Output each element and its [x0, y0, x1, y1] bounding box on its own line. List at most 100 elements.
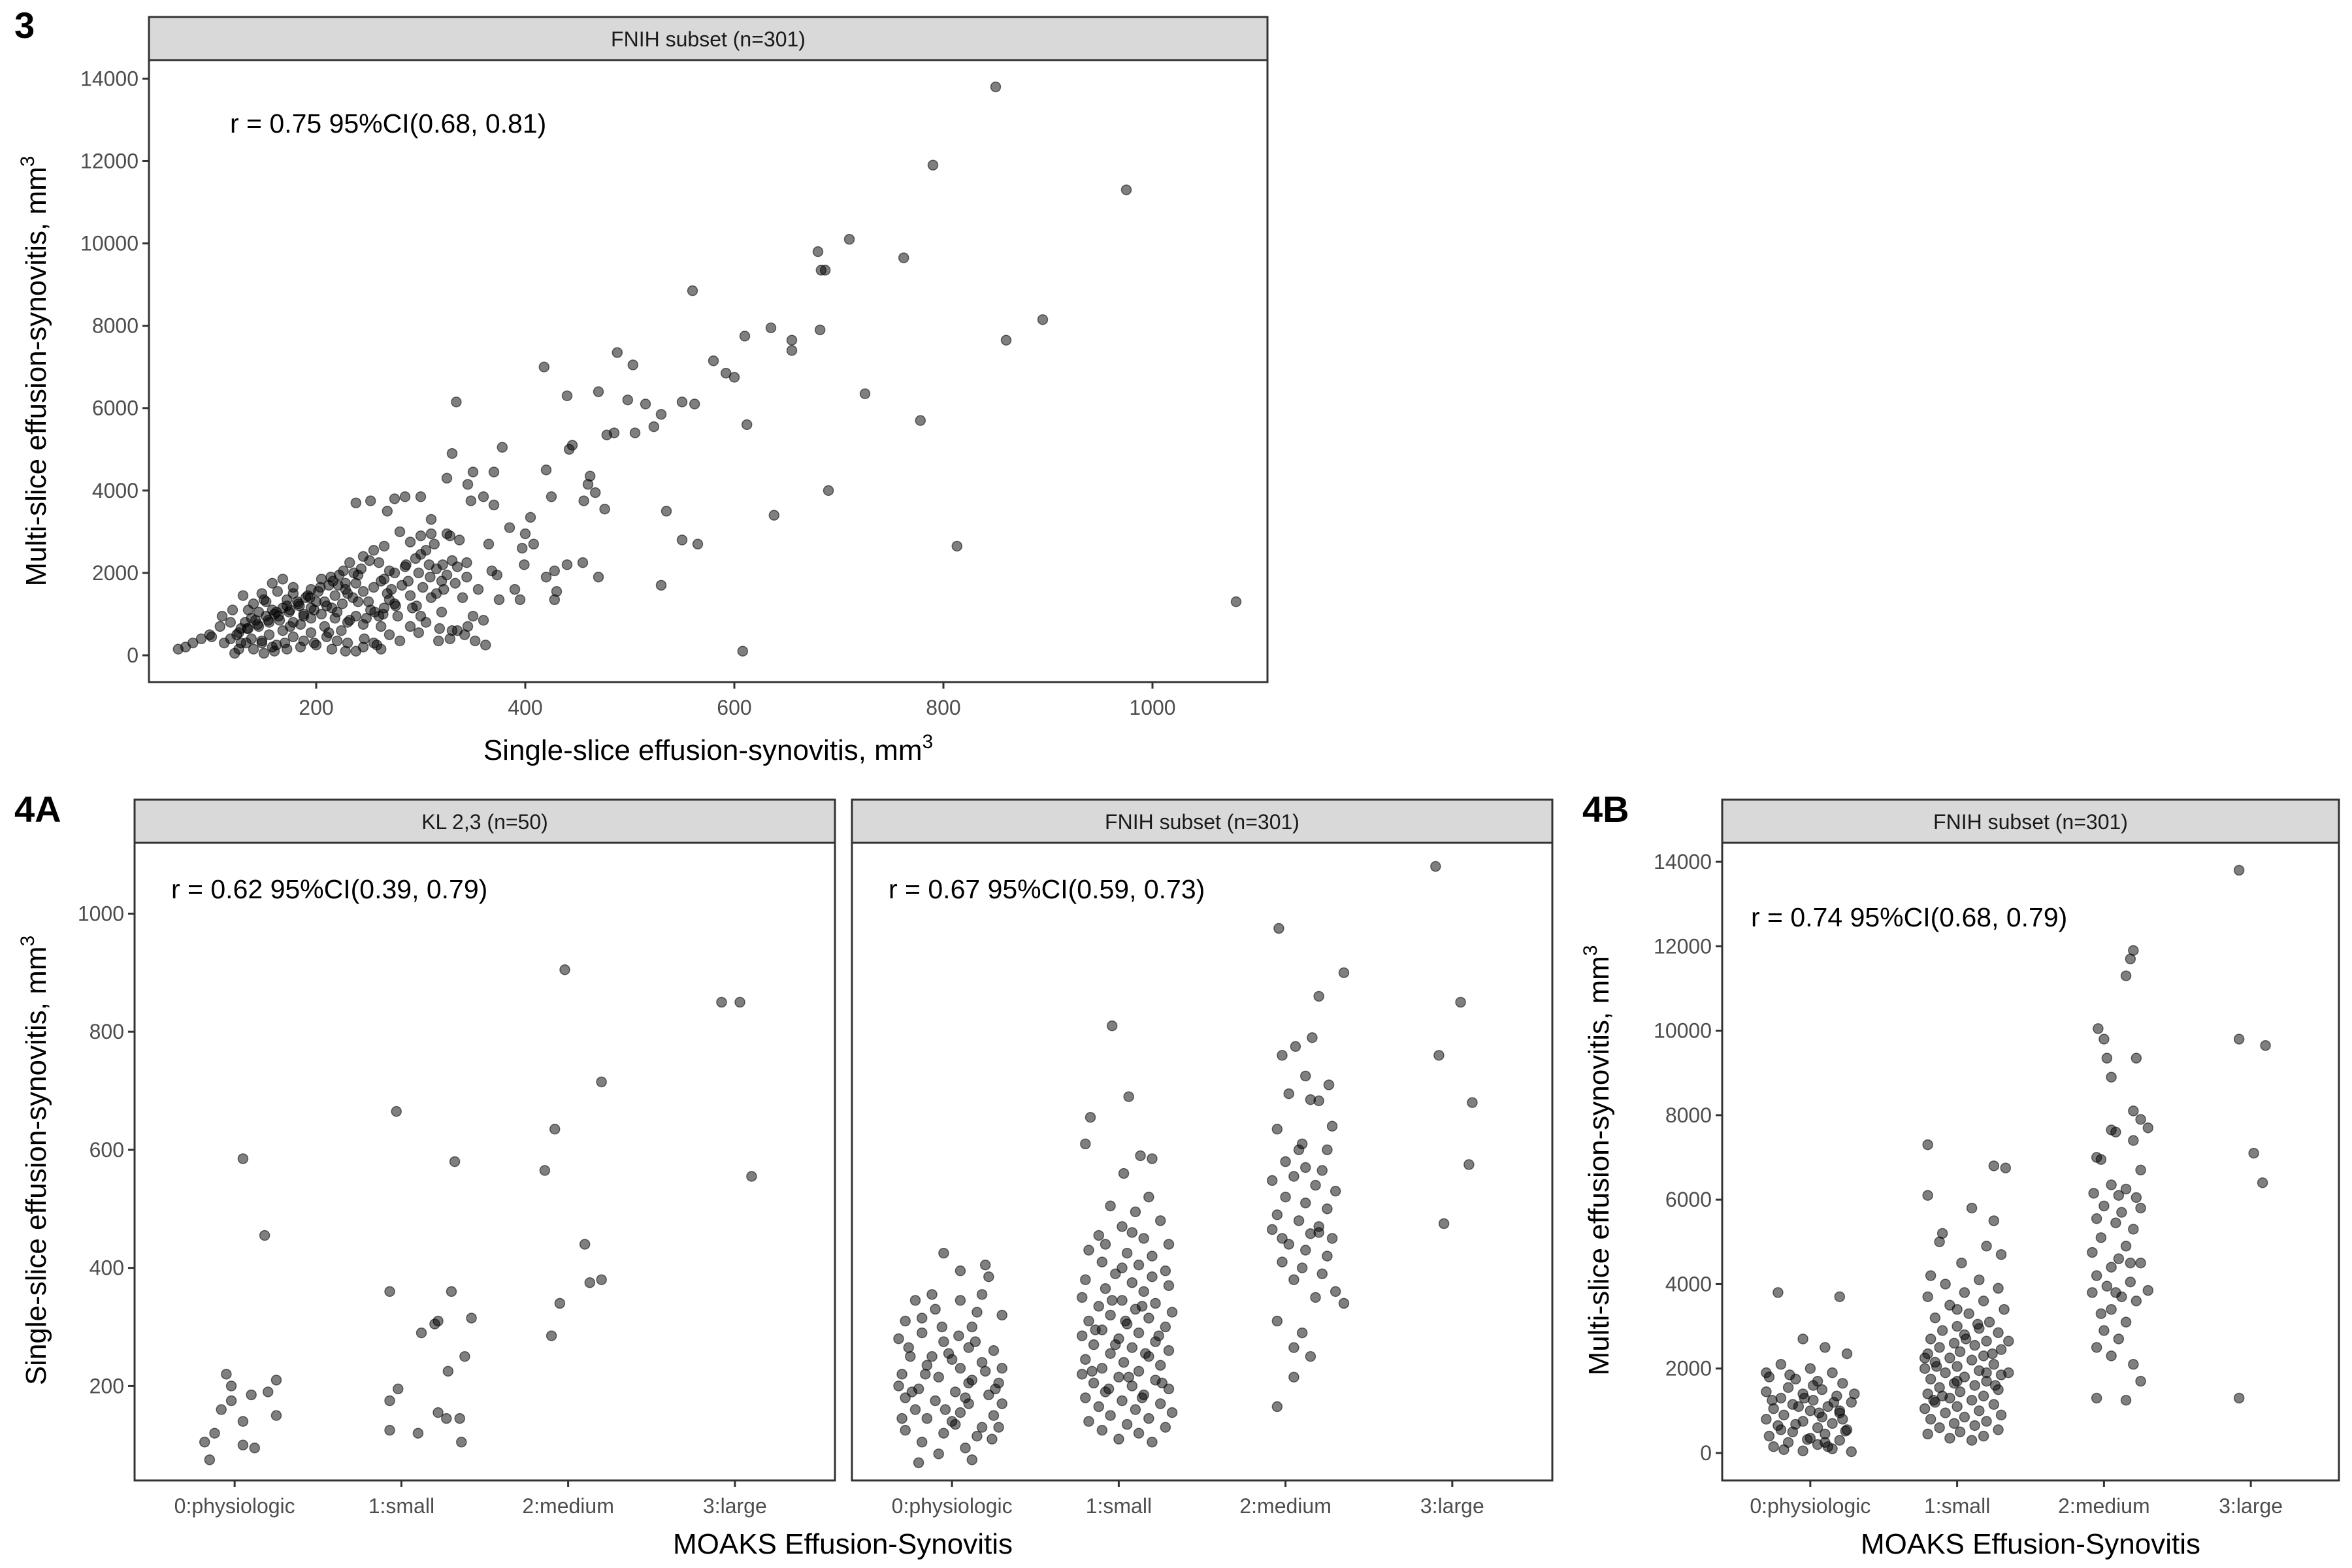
data-point [1995, 1409, 2007, 1421]
data-point [1266, 1224, 1278, 1235]
correlation-annotation: r = 0.67 95%CI(0.59, 0.73) [889, 874, 1205, 904]
x-tick-label: 1:small [1924, 1494, 1990, 1518]
x-tick-label: 2:medium [2058, 1494, 2150, 1518]
data-point [1987, 1348, 1998, 1360]
data-point [1076, 1369, 1088, 1380]
data-point [221, 1369, 232, 1380]
data-point [516, 542, 528, 554]
data-point [406, 602, 418, 613]
data-point [382, 506, 393, 517]
strip-title: KL 2,3 (n=50) [421, 810, 548, 834]
y-axis: 200 400 600 800 1000 [78, 902, 135, 1397]
data-point [2106, 1179, 2117, 1190]
data-point [1993, 1424, 2004, 1435]
data-point [2113, 1253, 2125, 1264]
data-point [1934, 1236, 1945, 1248]
data-point [237, 1153, 249, 1164]
data-point [456, 1437, 467, 1448]
data-point [199, 1437, 210, 1448]
data-point [425, 528, 437, 540]
data-point [1093, 1230, 1105, 1241]
y-axis-title: Multi-slice effusion-synovitis, mm3 [1580, 945, 1615, 1376]
data-point [305, 627, 317, 638]
data-point [438, 583, 449, 595]
data-point [1230, 596, 1242, 608]
data-point [933, 1371, 944, 1383]
data-point [2128, 1135, 2139, 1146]
data-point [1299, 1198, 1311, 1209]
data-point [1969, 1380, 1980, 1391]
data-point [1929, 1312, 1941, 1324]
data-point [1117, 1262, 1128, 1273]
data-point [246, 633, 257, 645]
data-point [1993, 1282, 2004, 1294]
data-point [2101, 1053, 2113, 1064]
data-point [983, 1271, 994, 1282]
data-point [263, 629, 275, 640]
data-point [648, 421, 660, 433]
data-point [1076, 1292, 1088, 1303]
data-point [915, 415, 926, 426]
data-point [229, 647, 240, 659]
data-point [315, 581, 326, 593]
data-point [525, 512, 536, 523]
y-tick-label: 8000 [1665, 1103, 1712, 1127]
data-point [2101, 1281, 2113, 1292]
data-point [433, 1407, 444, 1418]
data-point [1940, 1367, 1951, 1379]
data-point [1846, 1446, 1857, 1458]
data-point [1080, 1354, 1091, 1365]
data-point [425, 514, 437, 525]
strip-bg [148, 16, 1269, 61]
data-point [433, 1315, 444, 1327]
data-point [687, 285, 698, 297]
data-point [2135, 1114, 2146, 1125]
data-point [1978, 1296, 1989, 1307]
data-point [1080, 1274, 1091, 1285]
data-point [627, 359, 639, 370]
data-point [267, 642, 278, 653]
data-point [454, 1413, 465, 1424]
data-point [1995, 1344, 2007, 1355]
data-point [259, 1230, 270, 1241]
data-point [1153, 1330, 1164, 1341]
y-axis: 0 2000 4000 6000 8000 10000 12000 14000 [1654, 850, 1722, 1465]
data-point [1076, 1330, 1088, 1341]
data-point [2091, 1213, 2102, 1224]
data-point [233, 627, 244, 638]
data-point [1790, 1418, 1801, 1430]
data-point [1136, 1392, 1148, 1403]
data-point [2000, 1162, 2012, 1173]
data-point [209, 1428, 220, 1439]
data-point [340, 583, 351, 595]
y-tick-label: 10000 [1654, 1019, 1712, 1043]
data-point [728, 372, 740, 383]
data-point [2128, 1105, 2139, 1117]
data-point [955, 1295, 966, 1306]
data-point [949, 1386, 961, 1397]
data-point [514, 594, 526, 606]
data-point [1103, 1383, 1115, 1395]
data-point [394, 526, 406, 538]
data-point [1812, 1422, 1823, 1433]
data-point [2120, 1316, 2132, 1328]
strip-bg [1721, 798, 2340, 844]
data-point [786, 335, 798, 346]
data-point [1966, 1202, 1978, 1214]
data-point [1000, 335, 1012, 346]
data-point [1959, 1287, 1970, 1298]
data-point [716, 996, 727, 1008]
data-point [308, 604, 320, 615]
data-point [1922, 1139, 1933, 1151]
data-point [1293, 1144, 1305, 1156]
data-point [599, 503, 610, 515]
data-point [242, 604, 254, 615]
data-point [488, 499, 500, 511]
data-point [461, 571, 472, 583]
x-axis-title: Single-slice effusion-synovitis, mm3 [483, 731, 933, 766]
data-point [976, 1357, 988, 1368]
data-point [1944, 1352, 1955, 1364]
data-point [1296, 1327, 1308, 1339]
y-tick-label: 0 [127, 644, 139, 667]
data-point [204, 629, 216, 640]
